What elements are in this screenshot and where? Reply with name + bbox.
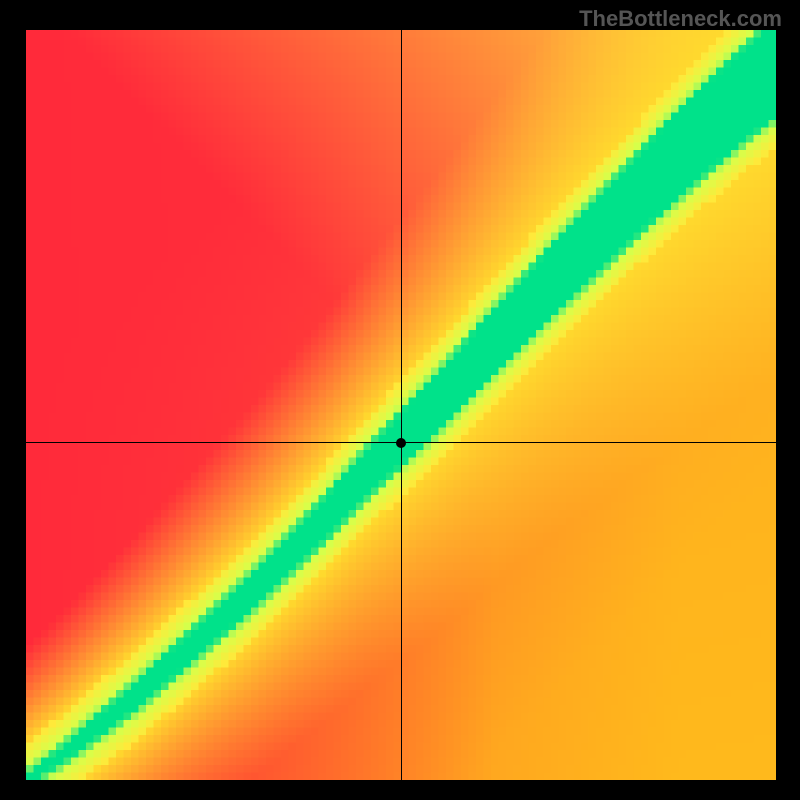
watermark-text: TheBottleneck.com [579,6,782,32]
crosshair-vertical [401,30,402,780]
crosshair-marker [396,438,406,448]
heatmap-plot [26,30,776,780]
chart-frame: TheBottleneck.com [0,0,800,800]
